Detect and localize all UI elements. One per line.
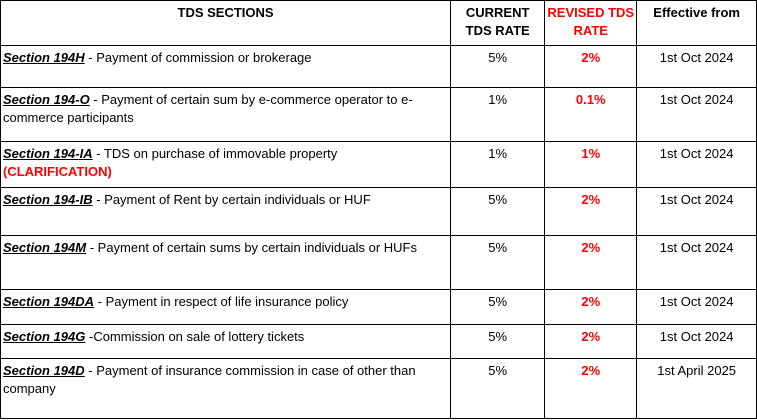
section-name: Section 194H <box>3 50 85 65</box>
table-row: Section 194DA - Payment in respect of li… <box>0 289 757 325</box>
section-description: - TDS on purchase of immovable property <box>92 146 338 161</box>
section-description: - Payment in respect of life insurance p… <box>94 294 349 309</box>
effective-cell: 1st Oct 2024 <box>636 324 757 359</box>
effective-cell: 1st April 2025 <box>636 358 757 419</box>
current-rate-cell: 5% <box>450 358 546 419</box>
revised-rate-cell: 0.1% <box>544 87 638 142</box>
section-cell: Section 194H - Payment of commission or … <box>0 45 452 88</box>
header-effective: Effective from <box>636 0 757 46</box>
effective-cell: 1st Oct 2024 <box>636 289 757 325</box>
revised-rate-cell: 2% <box>544 358 638 419</box>
section-description: - Payment of Rent by certain individuals… <box>92 192 371 207</box>
section-description: - Payment of insurance commission in cas… <box>3 363 416 396</box>
section-description: -Commission on sale of lottery tickets <box>85 329 305 344</box>
section-cell: Section 194D - Payment of insurance comm… <box>0 358 452 419</box>
header-current-rate: CURRENT TDS RATE <box>450 0 546 46</box>
section-name: Section 194G <box>3 329 86 344</box>
section-name: Section 194D <box>3 363 85 378</box>
effective-cell: 1st Oct 2024 <box>636 235 757 290</box>
section-cell: Section 194-IA - TDS on purchase of immo… <box>0 141 452 188</box>
header-row: TDS SECTIONS CURRENT TDS RATE REVISED TD… <box>0 0 757 46</box>
section-cell: Section 194M - Payment of certain sums b… <box>0 235 452 290</box>
section-name: Section 194-O <box>3 92 90 107</box>
header-revised-rate: REVISED TDS RATE <box>544 0 638 46</box>
section-name: Section 194DA <box>3 294 95 309</box>
table-row: Section 194-O - Payment of certain sum b… <box>0 87 757 142</box>
table-row: Section 194M - Payment of certain sums b… <box>0 235 757 290</box>
effective-cell: 1st Oct 2024 <box>636 45 757 88</box>
table-row: Section 194-IA - TDS on purchase of immo… <box>0 141 757 188</box>
header-sections: TDS SECTIONS <box>0 0 452 46</box>
table-row: Section 194H - Payment of commission or … <box>0 45 757 88</box>
section-description: - Payment of certain sums by certain ind… <box>86 240 417 255</box>
current-rate-cell: 1% <box>450 87 546 142</box>
section-description: - Payment of commission or brokerage <box>84 50 312 65</box>
section-cell: Section 194-IB - Payment of Rent by cert… <box>0 187 452 236</box>
revised-rate-cell: 1% <box>544 141 638 188</box>
section-name: Section 194M <box>3 240 87 255</box>
effective-cell: 1st Oct 2024 <box>636 141 757 188</box>
section-cell: Section 194DA - Payment in respect of li… <box>0 289 452 325</box>
clarification-note: (CLARIFICATION) <box>3 164 112 179</box>
current-rate-cell: 5% <box>450 289 546 325</box>
table-row: Section 194-IB - Payment of Rent by cert… <box>0 187 757 236</box>
current-rate-cell: 5% <box>450 45 546 88</box>
current-rate-cell: 5% <box>450 324 546 359</box>
revised-rate-cell: 2% <box>544 187 638 236</box>
current-rate-cell: 1% <box>450 141 546 188</box>
table-row: Section 194G -Commission on sale of lott… <box>0 324 757 359</box>
current-rate-cell: 5% <box>450 235 546 290</box>
revised-rate-cell: 2% <box>544 324 638 359</box>
revised-rate-cell: 2% <box>544 235 638 290</box>
table-row: Section 194D - Payment of insurance comm… <box>0 358 757 419</box>
revised-rate-cell: 2% <box>544 289 638 325</box>
effective-cell: 1st Oct 2024 <box>636 87 757 142</box>
section-description: - Payment of certain sum by e-commerce o… <box>3 92 413 125</box>
revised-rate-cell: 2% <box>544 45 638 88</box>
section-cell: Section 194G -Commission on sale of lott… <box>0 324 452 359</box>
effective-cell: 1st Oct 2024 <box>636 187 757 236</box>
section-name: Section 194-IB <box>3 192 93 207</box>
section-name: Section 194-IA <box>3 146 93 161</box>
section-cell: Section 194-O - Payment of certain sum b… <box>0 87 452 142</box>
current-rate-cell: 5% <box>450 187 546 236</box>
